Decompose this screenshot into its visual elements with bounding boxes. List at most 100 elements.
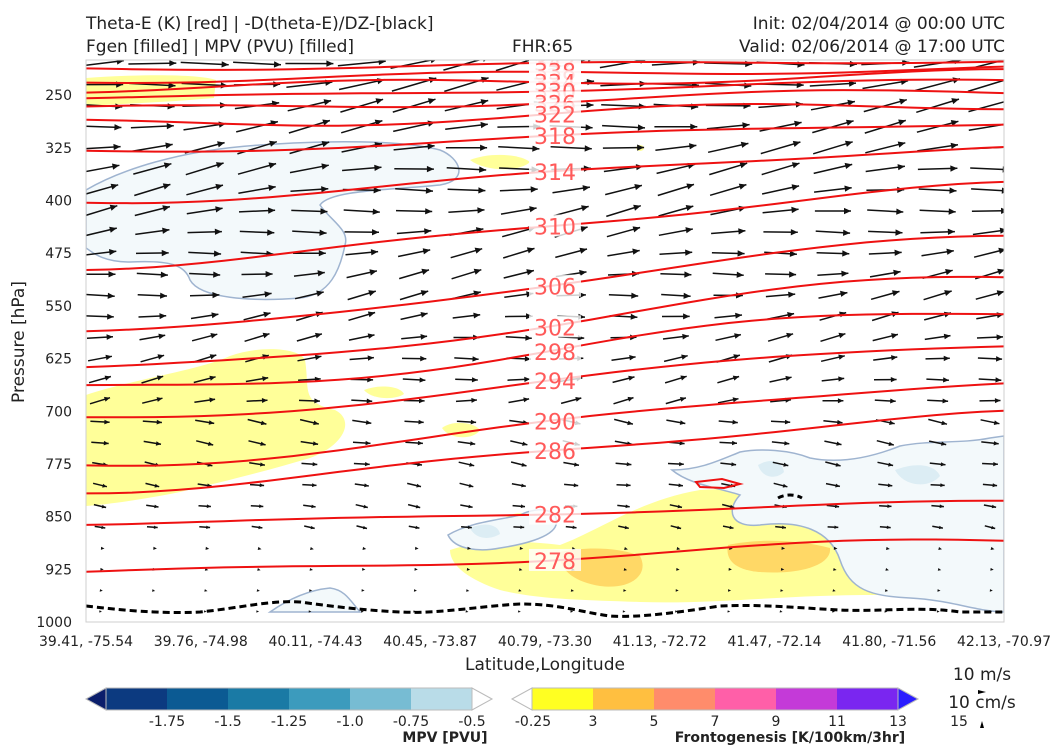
wind-vector-head	[732, 419, 738, 425]
wind-vector-head	[990, 546, 995, 550]
wind-vector-head	[783, 462, 789, 467]
wind-vector-head	[203, 610, 207, 613]
wind-vector-head	[891, 333, 898, 339]
fgen-fill-small-318	[470, 154, 530, 170]
wind-vector-head	[894, 249, 902, 256]
colorbar-segment	[715, 688, 777, 710]
wind-vector-head	[993, 420, 1000, 425]
wind-vector-head	[370, 249, 379, 256]
y-axis-ticks: 250 325 400 475 550 625 700 775 850 925 1000	[36, 88, 72, 631]
wind-vector-head	[834, 504, 840, 509]
forecast-hour: FHR:65	[512, 37, 574, 57]
wind-vector	[183, 122, 227, 131]
wind-vector-head	[470, 419, 477, 425]
wind-vector-head	[896, 208, 904, 215]
contour-label-bg	[529, 339, 581, 362]
wind-vector	[967, 79, 1004, 93]
wind-vector-head	[112, 163, 120, 170]
wind-vector-head	[1005, 77, 1013, 83]
wind-vector-head	[785, 375, 792, 381]
y-tick-label: 400	[45, 194, 72, 210]
wind-vector-head	[156, 397, 163, 402]
colorbar-tick-label: 15	[950, 714, 968, 730]
stability-dashed-line-2	[777, 493, 803, 500]
wind-vector-head	[732, 375, 740, 381]
theta-e-contour-label: 278	[534, 550, 576, 575]
wind-vector-head	[362, 546, 367, 550]
wind-vector-head	[940, 483, 945, 488]
wind-vector-head	[742, 122, 750, 129]
wind-vector-head	[844, 207, 851, 215]
wind-vector-head	[526, 269, 534, 276]
wind-vector-head	[416, 483, 421, 488]
theta-e-contour-label: 306	[534, 276, 576, 301]
wind-vector-head	[784, 441, 790, 446]
wind-vector-head	[899, 98, 907, 105]
contour-label-bg	[529, 369, 581, 392]
wind-vector-head	[843, 229, 851, 236]
wind-vector	[445, 123, 488, 130]
wind-vector-head	[937, 568, 942, 571]
contour-label-bg	[529, 102, 581, 125]
wind-vector-head	[259, 504, 264, 508]
wind-vector-head	[427, 98, 436, 105]
wind-vector-head	[313, 420, 319, 426]
wind-vector-head	[153, 525, 158, 529]
wind-vector-head	[309, 568, 313, 571]
wind-vector-head	[168, 82, 176, 89]
wind-vector	[602, 124, 646, 129]
colorbar-tick-label: 9	[772, 714, 781, 730]
wind-vector-head	[623, 589, 627, 592]
wind-vector-head	[213, 250, 222, 257]
wind-vector-head	[322, 119, 330, 126]
wind-vector-head	[104, 375, 111, 381]
wind-vector-head	[989, 589, 993, 592]
fgen-colorbar: 3 5 7 9 11 13 15	[510, 687, 968, 730]
wind-vector-head	[314, 354, 322, 361]
wind-vector-head	[526, 247, 535, 254]
wind-vector-head	[940, 462, 946, 467]
wind-vector-head	[367, 333, 375, 339]
wind-vector-head	[108, 271, 116, 278]
wind-vector-head	[884, 589, 889, 592]
wind-vector-head	[414, 567, 418, 571]
wind-vector-head	[314, 398, 320, 404]
fgen-fill-760	[364, 386, 404, 399]
wind-vector-head	[152, 589, 156, 592]
contour-label-bg	[529, 409, 581, 432]
wind-vector-head	[841, 270, 849, 277]
wind-vector-head	[786, 332, 794, 339]
wind-vector-head	[214, 228, 222, 235]
wind-vector-head	[683, 313, 690, 320]
wind-vector-head	[216, 162, 224, 169]
wind-vector-head	[837, 398, 844, 404]
colorbar-segment	[289, 688, 351, 710]
wind-vector-head	[519, 568, 523, 571]
wind-vector-head	[950, 165, 958, 172]
wind-vector-head	[419, 398, 425, 404]
wind-vector-head	[466, 567, 471, 571]
wind-vector-head	[676, 546, 681, 550]
wind-vector-head	[520, 504, 525, 509]
wind-vector-head	[791, 206, 799, 214]
wind-vector-head	[100, 567, 104, 571]
wind-vector-head	[684, 271, 692, 278]
contour-label-bg	[529, 123, 581, 146]
wind-vector-head	[114, 124, 122, 131]
wind-vector-head	[728, 589, 732, 592]
wind-vector	[705, 104, 751, 107]
x-tick-label: 42.13, -70.97	[957, 634, 1050, 650]
wind-vector-head	[842, 250, 850, 257]
y-tick-label: 925	[45, 562, 72, 578]
wind-vector-head	[265, 271, 273, 278]
wind-vector-head	[372, 229, 379, 236]
wind-vector-head	[736, 271, 744, 278]
wind-vector-head	[317, 270, 325, 277]
wind-vector-head	[369, 269, 377, 276]
wind-vector-head	[323, 99, 332, 106]
wind-vector-head	[637, 144, 645, 151]
wind-vector-head	[153, 546, 157, 550]
wind-vector-head	[677, 525, 682, 530]
wind-vector-head	[312, 441, 319, 446]
wind-vector-head	[308, 610, 312, 613]
